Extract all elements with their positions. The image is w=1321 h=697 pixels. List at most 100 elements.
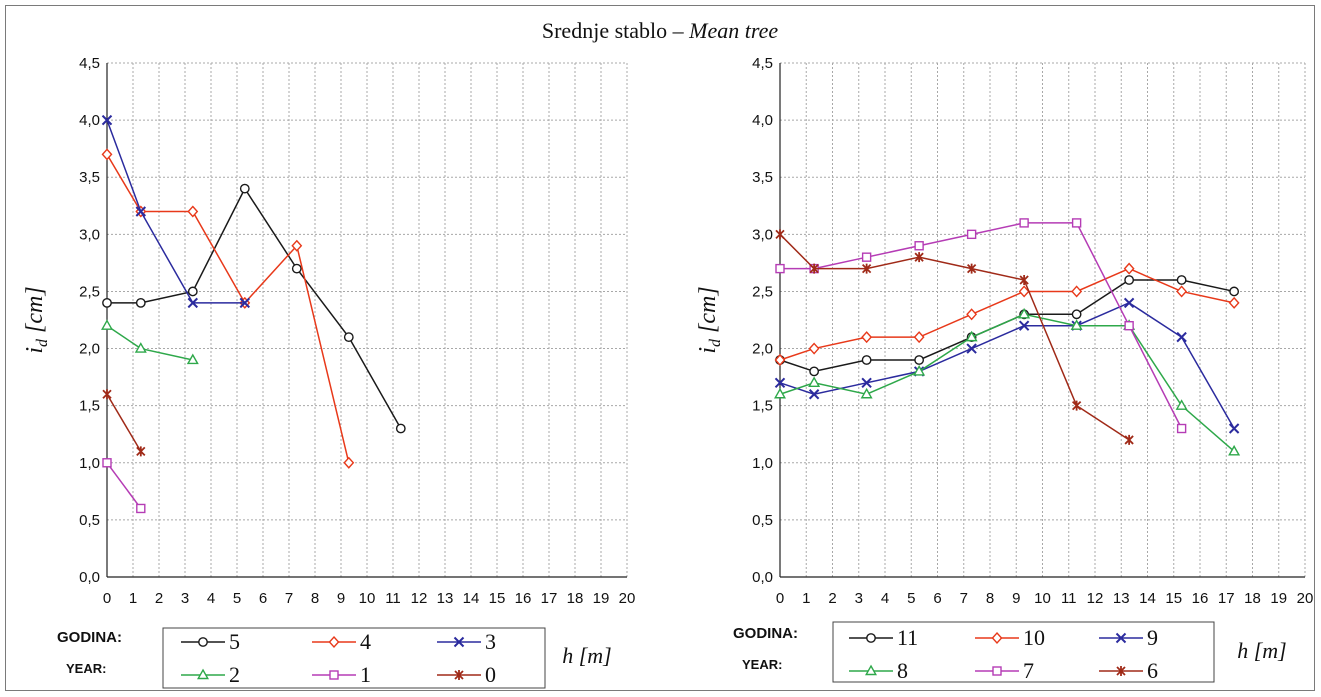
x-tick-label: 8 <box>311 590 319 607</box>
series-3 <box>101 114 251 309</box>
x-tick-label: 0 <box>103 590 111 607</box>
data-point <box>1228 296 1240 309</box>
legend-entry-label: 11 <box>897 625 918 650</box>
data-point <box>861 263 872 274</box>
legend-label-year: YEAR: <box>66 661 106 676</box>
data-point <box>774 377 786 389</box>
y-tick-label: 3,0 <box>79 226 100 243</box>
x-tick-label: 18 <box>1244 590 1261 607</box>
data-point <box>1019 275 1029 286</box>
x-tick-label: 6 <box>933 590 941 607</box>
legend-marker <box>198 637 208 647</box>
series-4 <box>101 148 355 469</box>
legend-marker <box>329 670 339 680</box>
x-tick-label: 14 <box>463 590 480 607</box>
data-point <box>774 353 786 367</box>
x-tick-label: 11 <box>385 590 401 607</box>
legend-box <box>162 627 546 689</box>
legend-marker <box>866 633 876 643</box>
x-tick-label: 11 <box>1061 590 1077 607</box>
x-tick-label: 5 <box>233 590 241 607</box>
data-point <box>965 330 978 342</box>
x-tick-label: 1 <box>802 590 810 607</box>
x-axis-label: h [m] <box>562 643 612 668</box>
data-point <box>914 355 925 365</box>
data-point <box>913 331 925 344</box>
data-point <box>136 446 146 457</box>
legend-marker <box>453 636 465 648</box>
data-point <box>1123 262 1135 275</box>
series-2 <box>101 319 199 365</box>
legend-item: 8 <box>849 658 908 683</box>
data-point <box>809 366 820 377</box>
data-point <box>966 308 978 321</box>
legend-item: 1 <box>312 662 371 687</box>
x-tick-label: 15 <box>489 590 506 607</box>
y-tick-label: 2,5 <box>79 283 100 300</box>
series-line-2 <box>106 325 193 361</box>
legend-entry-label: 5 <box>229 629 240 654</box>
data-point <box>914 252 924 263</box>
legend-marker <box>991 631 1003 645</box>
series-line-8 <box>779 313 1235 452</box>
y-tick-label: 0,0 <box>79 569 100 586</box>
x-tick-label: 2 <box>155 590 163 607</box>
x-tick-label: 18 <box>567 590 584 607</box>
x-tick-label: 8 <box>986 590 994 607</box>
data-point <box>966 343 977 354</box>
x-tick-label: 1 <box>129 590 137 607</box>
series-0 <box>102 389 146 457</box>
x-tick-label: 7 <box>285 590 293 607</box>
data-point <box>291 239 303 252</box>
data-point <box>101 114 113 126</box>
x-tick-label: 12 <box>411 590 428 607</box>
series-10 <box>774 262 1240 367</box>
legend-entry-label: 0 <box>485 662 496 687</box>
data-point <box>1228 423 1240 434</box>
data-point <box>1176 423 1187 434</box>
series-line-5 <box>107 187 402 429</box>
x-tick-label: 20 <box>1297 590 1314 607</box>
legend-marker <box>865 664 877 676</box>
y-tick-label: 3,5 <box>752 169 773 186</box>
legend-item: 10 <box>975 625 1045 650</box>
legend-item: 7 <box>975 658 1034 683</box>
x-tick-label: 4 <box>207 590 215 607</box>
legend-item: 2 <box>181 662 240 687</box>
y-tick-label: 4,0 <box>752 112 773 129</box>
data-point <box>1176 285 1188 298</box>
data-point <box>774 387 786 399</box>
data-point <box>1175 399 1188 410</box>
series-7 <box>775 218 1187 434</box>
data-point <box>239 297 251 309</box>
data-point <box>914 241 924 251</box>
data-point <box>1018 285 1030 298</box>
series-8 <box>774 307 1241 456</box>
data-point <box>134 342 147 353</box>
legend-entry-label: 1 <box>360 662 371 687</box>
y-axis-label: id [cm] <box>695 286 724 353</box>
x-tick-label: 14 <box>1139 590 1156 607</box>
series-9 <box>774 297 1240 434</box>
y-tick-label: 4,5 <box>79 55 100 72</box>
data-point <box>861 252 872 262</box>
legend-marker <box>1116 666 1126 676</box>
x-tick-label: 7 <box>960 590 968 607</box>
x-tick-label: 19 <box>1270 590 1287 607</box>
legend-item: 9 <box>1099 625 1158 650</box>
legend-item: 5 <box>181 629 240 654</box>
figure-title-italic: Mean tree <box>688 18 778 43</box>
y-tick-label: 2,0 <box>752 341 773 358</box>
x-tick-label: 10 <box>359 590 376 607</box>
legend: GODINA: YEAR: 5 4 3 2 1 0 <box>57 627 546 689</box>
legend: GODINA: YEAR: 11 10 9 8 7 6 <box>733 621 1215 683</box>
legend-entry-label: 4 <box>360 629 371 654</box>
x-tick-label: 13 <box>437 590 454 607</box>
legend-entry-label: 8 <box>897 658 908 683</box>
legend-marker <box>454 670 464 680</box>
x-tick-label: 16 <box>515 590 532 607</box>
y-tick-label: 2,5 <box>752 283 773 300</box>
data-point <box>1229 286 1240 297</box>
data-point <box>101 148 113 161</box>
figure-title-plain: Srednje stablo – <box>542 18 689 43</box>
